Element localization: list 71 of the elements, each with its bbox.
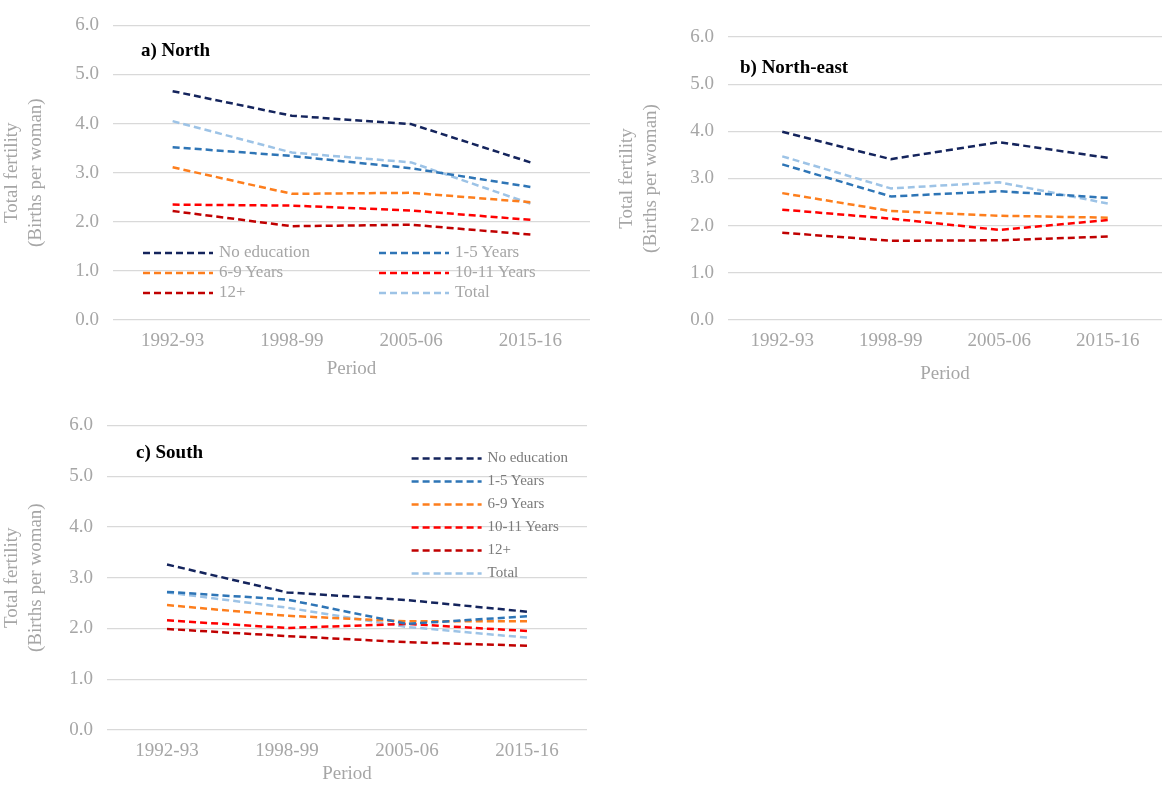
y-tick-label: 4.0 (75, 111, 99, 133)
y-axis-title: Total fertility (Births per woman) (614, 104, 661, 253)
y-tick-label: 1.0 (69, 667, 93, 689)
legend-label: Total (455, 282, 490, 302)
y-tick-label: 2.0 (690, 213, 714, 235)
line-series (165, 627, 529, 647)
y-axis-title: Total fertility (Births per woman) (0, 98, 46, 248)
x-tick-label: 2005-06 (967, 329, 1031, 351)
legend-label: 6-9 Years (219, 262, 284, 282)
line-series (171, 119, 532, 205)
line-series (171, 145, 532, 189)
x-tick-label: 1992-93 (140, 329, 205, 351)
y-tick-label: 5.0 (69, 464, 93, 486)
x-tick-label: 2015-16 (1076, 329, 1140, 351)
y-tick-label: 6.0 (75, 13, 99, 35)
legend-label: No education (219, 242, 311, 262)
y-tick-label: 5.0 (690, 72, 714, 94)
legend-label: 10-11 Years (487, 518, 559, 535)
y-tick-label: 4.0 (690, 119, 714, 141)
legend-label: No education (487, 449, 569, 466)
legend-label: 10-11 Years (455, 262, 536, 282)
line-series (165, 590, 529, 626)
y-tick-label: 3.0 (75, 160, 99, 182)
x-tick-label: 2015-16 (495, 739, 559, 761)
x-tick-label: 2015-16 (498, 329, 563, 351)
legend-label: 12+ (219, 282, 246, 302)
legend-label: 1-5 Years (455, 242, 520, 262)
x-tick-label: 1992-93 (135, 739, 199, 761)
text: c) South (136, 441, 204, 464)
line-series (171, 166, 532, 204)
y-axis-title: Total fertility (Births per woman) (0, 503, 46, 653)
line-series (781, 155, 1109, 205)
y-tick-label: 0.0 (69, 717, 93, 739)
line-series (781, 208, 1109, 232)
y-tick-label: 1.0 (75, 258, 99, 280)
x-tick-label: 1998-99 (859, 329, 923, 351)
y-tick-label: 2.0 (69, 616, 93, 638)
text: b) North-east (740, 55, 849, 78)
x-axis-title: Period (920, 361, 971, 383)
x-tick-label: 1998-99 (255, 739, 319, 761)
y-tick-label: 4.0 (69, 514, 93, 536)
y-tick-label: 6.0 (69, 413, 93, 435)
legend-label: 12+ (487, 541, 512, 558)
legend-label: 1-5 Years (487, 472, 545, 489)
y-tick-label: 3.0 (69, 565, 93, 587)
line-series (165, 563, 529, 613)
x-axis-title: Period (322, 761, 373, 783)
line-series (781, 231, 1109, 243)
line-series (781, 130, 1109, 161)
y-tick-label: 6.0 (690, 24, 714, 46)
y-tick-label: 5.0 (75, 62, 99, 84)
line-series (171, 209, 532, 236)
legend-label: Total (487, 564, 519, 581)
line-series (171, 89, 532, 164)
y-tick-label: 1.0 (690, 260, 714, 282)
line-series (781, 191, 1109, 219)
x-tick-label: 2005-06 (375, 739, 439, 761)
x-tick-label: 2005-06 (379, 329, 443, 351)
legend-label: 6-9 Years (487, 495, 545, 512)
x-tick-label: 1992-93 (750, 329, 814, 351)
x-tick-label: 1998-99 (260, 329, 324, 351)
x-axis-title: Period (326, 356, 377, 378)
text: a) North (141, 39, 211, 62)
y-tick-label: 3.0 (690, 166, 714, 188)
line-series (781, 163, 1109, 200)
y-tick-label: 2.0 (75, 209, 99, 231)
y-tick-label: 0.0 (75, 307, 99, 329)
line-series (171, 203, 532, 222)
y-tick-label: 0.0 (690, 307, 714, 329)
line-series (165, 591, 529, 639)
line-series (165, 619, 529, 633)
